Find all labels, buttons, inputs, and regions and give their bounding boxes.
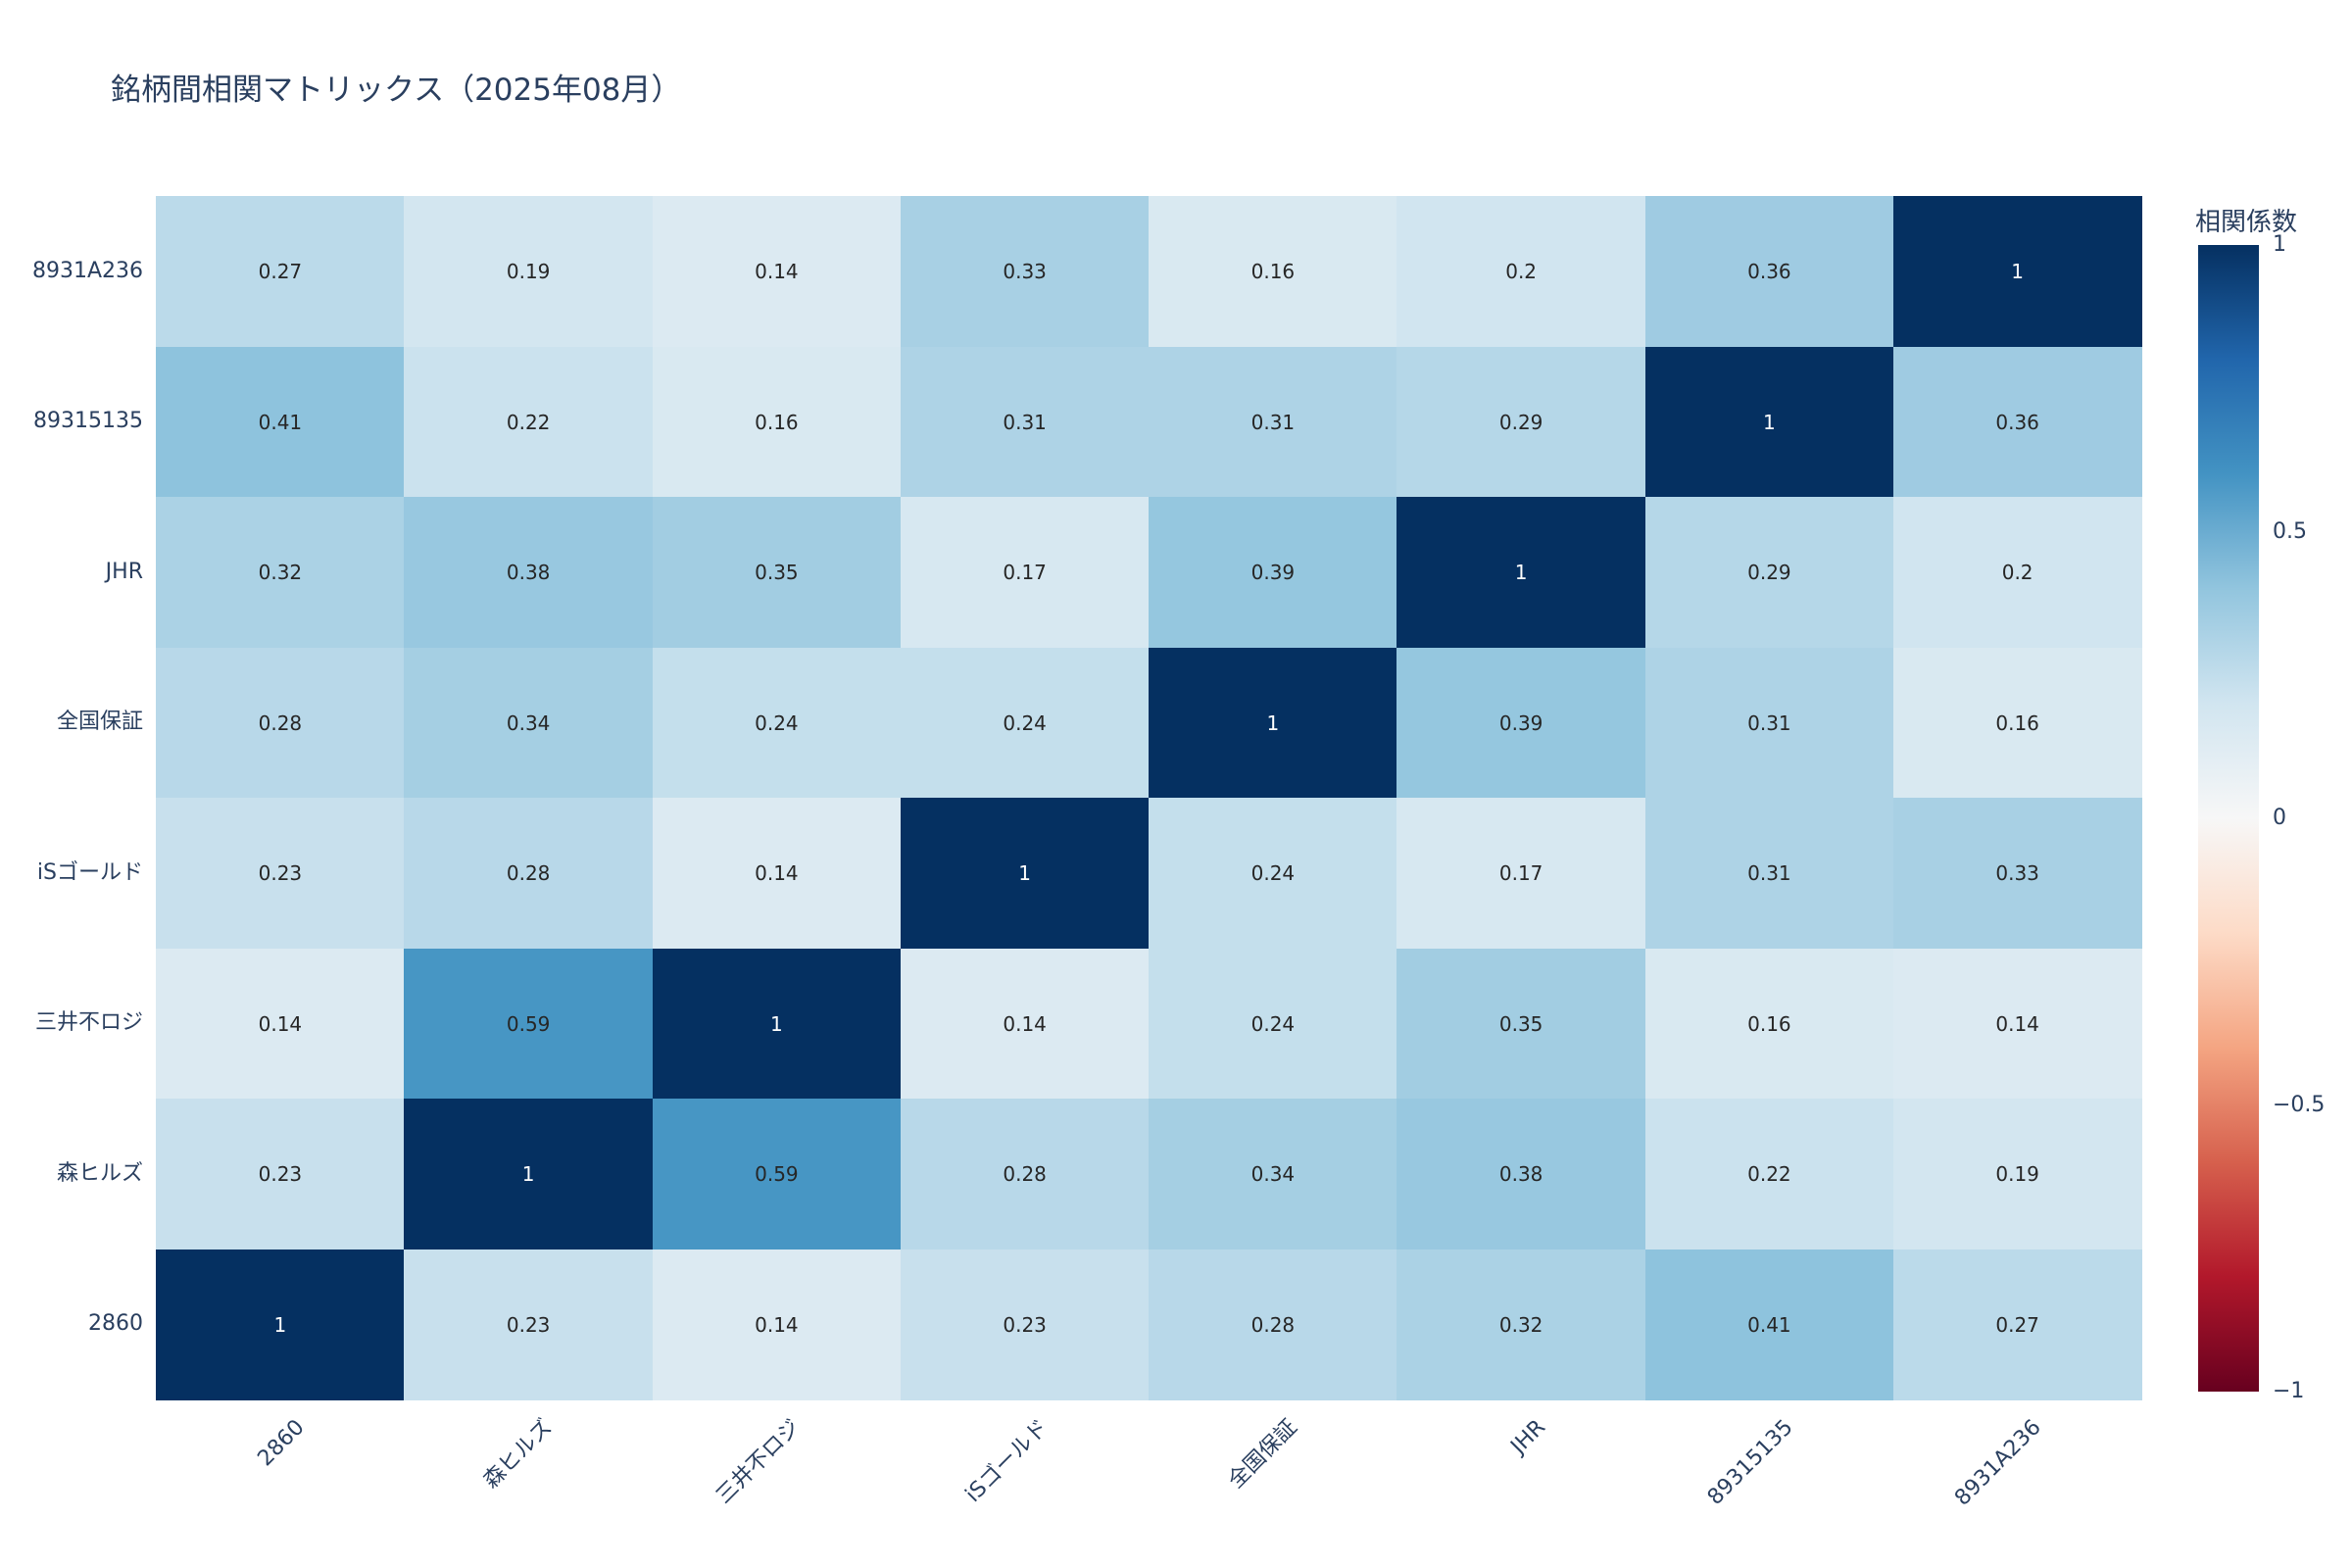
colorbar-gradient bbox=[2198, 245, 2259, 1392]
heatmap-cell-森ヒルズ-iSゴールド[interactable]: 0.28 bbox=[900, 1099, 1150, 1250]
heatmap-cell-8931A236-iSゴールド[interactable]: 0.33 bbox=[900, 196, 1150, 347]
colorbar-title: 相関係数 bbox=[2195, 208, 2298, 237]
heatmap-cell-三井不ロジ-全国保証[interactable]: 0.24 bbox=[1149, 948, 1397, 1100]
heatmap-cell-iSゴールド-2860[interactable]: 0.23 bbox=[156, 798, 405, 949]
heatmap-cell-2860-三井不ロジ[interactable]: 0.14 bbox=[652, 1249, 902, 1400]
colorbar-tick-−0.5: −0.5 bbox=[2273, 1092, 2326, 1117]
heatmap-cell-三井不ロジ-iSゴールド[interactable]: 0.14 bbox=[900, 948, 1150, 1100]
heatmap-cell-森ヒルズ-JHR[interactable]: 0.38 bbox=[1396, 1099, 1645, 1250]
heatmap-cell-89315135-三井不ロジ[interactable]: 0.16 bbox=[652, 346, 902, 498]
colorbar-tick-−1: −1 bbox=[2273, 1379, 2305, 1403]
y-axis-label-JHR: JHR bbox=[105, 559, 143, 584]
heatmap-cell-森ヒルズ-8931A236[interactable]: 0.19 bbox=[1892, 1099, 2142, 1250]
x-axis-label-iSゴールド: iSゴールド bbox=[960, 1415, 1054, 1508]
heatmap-cell-2860-2860[interactable]: 1 bbox=[156, 1249, 405, 1400]
y-axis-label-89315135: 89315135 bbox=[33, 409, 143, 434]
heatmap-cell-8931A236-2860[interactable]: 0.27 bbox=[156, 196, 405, 347]
heatmap-cell-全国保証-iSゴールド[interactable]: 0.24 bbox=[900, 647, 1150, 799]
heatmap-plot-area[interactable]: 0.27 0.19 0.14 0.33 0.16 0.2 0.36 1 0.41 0.22 0.16… bbox=[156, 196, 2142, 1400]
heatmap-cell-森ヒルズ-2860[interactable]: 0.23 bbox=[156, 1099, 405, 1250]
heatmap-cell-2860-iSゴールド[interactable]: 0.23 bbox=[900, 1249, 1150, 1400]
x-axis-label-全国保証: 全国保証 bbox=[1223, 1415, 1302, 1494]
heatmap-cell-全国保証-三井不ロジ[interactable]: 0.24 bbox=[652, 647, 902, 799]
heatmap-cell-8931A236-三井不ロジ[interactable]: 0.14 bbox=[652, 196, 902, 347]
heatmap-cell-89315135-全国保証[interactable]: 0.31 bbox=[1149, 346, 1397, 498]
heatmap-cell-iSゴールド-三井不ロジ[interactable]: 0.14 bbox=[652, 798, 902, 949]
heatmap-cell-全国保証-89315135[interactable]: 0.31 bbox=[1644, 647, 1894, 799]
heatmap-cell-三井不ロジ-三井不ロジ[interactable]: 1 bbox=[652, 948, 902, 1100]
heatmap-cell-2860-8931A236[interactable]: 0.27 bbox=[1892, 1249, 2142, 1400]
heatmap-cell-89315135-2860[interactable]: 0.41 bbox=[156, 346, 405, 498]
heatmap-cell-森ヒルズ-三井不ロジ[interactable]: 0.59 bbox=[652, 1099, 902, 1250]
heatmap-cell-森ヒルズ-89315135[interactable]: 0.22 bbox=[1644, 1099, 1894, 1250]
y-axis-label-全国保証: 全国保証 bbox=[56, 710, 143, 735]
y-axis-label-2860: 2860 bbox=[88, 1311, 143, 1337]
heatmap-cell-三井不ロジ-89315135[interactable]: 0.16 bbox=[1644, 948, 1894, 1100]
heatmap-cell-8931A236-全国保証[interactable]: 0.16 bbox=[1149, 196, 1397, 347]
heatmap-cell-iSゴールド-8931A236[interactable]: 0.33 bbox=[1892, 798, 2142, 949]
heatmap-cell-2860-89315135[interactable]: 0.41 bbox=[1644, 1249, 1894, 1400]
heatmap-cell-8931A236-8931A236[interactable]: 1 bbox=[1892, 196, 2142, 347]
heatmap-cell-iSゴールド-iSゴールド[interactable]: 1 bbox=[900, 798, 1150, 949]
y-axis-label-三井不ロジ: 三井不ロジ bbox=[34, 1010, 143, 1036]
heatmap-cell-全国保証-森ヒルズ[interactable]: 0.34 bbox=[404, 647, 653, 799]
x-axis-label-森ヒルズ: 森ヒルズ bbox=[478, 1415, 558, 1494]
heatmap-cell-89315135-JHR[interactable]: 0.29 bbox=[1396, 346, 1645, 498]
heatmap-cell-JHR-JHR[interactable]: 1 bbox=[1396, 497, 1645, 648]
heatmap-cell-2860-全国保証[interactable]: 0.28 bbox=[1149, 1249, 1397, 1400]
x-axis-label-89315135: 89315135 bbox=[1702, 1415, 1798, 1510]
heatmap-cell-JHR-森ヒルズ[interactable]: 0.38 bbox=[404, 497, 653, 648]
heatmap-cell-JHR-iSゴールド[interactable]: 0.17 bbox=[900, 497, 1150, 648]
heatmap-cell-89315135-森ヒルズ[interactable]: 0.22 bbox=[404, 346, 653, 498]
x-axis-label-JHR: JHR bbox=[1505, 1415, 1550, 1459]
heatmap-cell-2860-JHR[interactable]: 0.32 bbox=[1396, 1249, 1645, 1400]
y-axis-label-8931A236: 8931A236 bbox=[31, 258, 143, 283]
heatmap-cell-JHR-全国保証[interactable]: 0.39 bbox=[1149, 497, 1397, 648]
heatmap-cell-全国保証-8931A236[interactable]: 0.16 bbox=[1892, 647, 2142, 799]
heatmap-cell-89315135-89315135[interactable]: 1 bbox=[1644, 346, 1894, 498]
x-axis-label-三井不ロジ: 三井不ロジ bbox=[711, 1415, 806, 1509]
heatmap-cell-89315135-iSゴールド[interactable]: 0.31 bbox=[900, 346, 1150, 498]
heatmap-cell-iSゴールド-JHR[interactable]: 0.17 bbox=[1396, 798, 1645, 949]
x-axis-label-8931A236: 8931A236 bbox=[1950, 1415, 2047, 1511]
heatmap-cell-三井不ロジ-JHR[interactable]: 0.35 bbox=[1396, 948, 1645, 1100]
heatmap-cell-8931A236-JHR[interactable]: 0.2 bbox=[1396, 196, 1645, 347]
chart-title: 銘柄間相関マトリックス（2025年08月） bbox=[111, 73, 682, 108]
heatmap-cell-全国保証-全国保証[interactable]: 1 bbox=[1149, 647, 1397, 799]
colorbar-tick-1: 1 bbox=[2273, 232, 2286, 257]
heatmap-cell-JHR-8931A236[interactable]: 0.2 bbox=[1892, 497, 2142, 648]
heatmap-cell-三井不ロジ-2860[interactable]: 0.14 bbox=[156, 948, 405, 1100]
heatmap-cell-全国保証-JHR[interactable]: 0.39 bbox=[1396, 647, 1645, 799]
heatmap-cell-iSゴールド-89315135[interactable]: 0.31 bbox=[1644, 798, 1894, 949]
y-axis-label-iSゴールド: iSゴールド bbox=[36, 859, 143, 885]
heatmap-cell-三井不ロジ-8931A236[interactable]: 0.14 bbox=[1892, 948, 2142, 1100]
heatmap-cell-JHR-三井不ロジ[interactable]: 0.35 bbox=[652, 497, 902, 648]
heatmap-cell-森ヒルズ-森ヒルズ[interactable]: 1 bbox=[404, 1099, 653, 1250]
y-axis-label-森ヒルズ: 森ヒルズ bbox=[56, 1160, 143, 1186]
heatmap-cell-2860-森ヒルズ[interactable]: 0.23 bbox=[404, 1249, 653, 1400]
heatmap-cell-JHR-2860[interactable]: 0.32 bbox=[156, 497, 405, 648]
heatmap-cell-JHR-89315135[interactable]: 0.29 bbox=[1644, 497, 1894, 648]
heatmap-cell-全国保証-2860[interactable]: 0.28 bbox=[156, 647, 405, 799]
heatmap-cell-三井不ロジ-森ヒルズ[interactable]: 0.59 bbox=[404, 948, 653, 1100]
heatmap-cell-iSゴールド-全国保証[interactable]: 0.24 bbox=[1149, 798, 1397, 949]
colorbar-tick-0: 0 bbox=[2273, 806, 2286, 830]
colorbar-tick-0.5: 0.5 bbox=[2273, 518, 2307, 544]
heatmap-cell-8931A236-89315135[interactable]: 0.36 bbox=[1644, 196, 1894, 347]
heatmap-cell-森ヒルズ-全国保証[interactable]: 0.34 bbox=[1149, 1099, 1397, 1250]
heatmap-cell-89315135-8931A236[interactable]: 0.36 bbox=[1892, 346, 2142, 498]
heatmap-cell-iSゴールド-森ヒルズ[interactable]: 0.28 bbox=[404, 798, 653, 949]
x-axis-label-2860: 2860 bbox=[253, 1415, 310, 1472]
heatmap-cell-8931A236-森ヒルズ[interactable]: 0.19 bbox=[404, 196, 653, 347]
